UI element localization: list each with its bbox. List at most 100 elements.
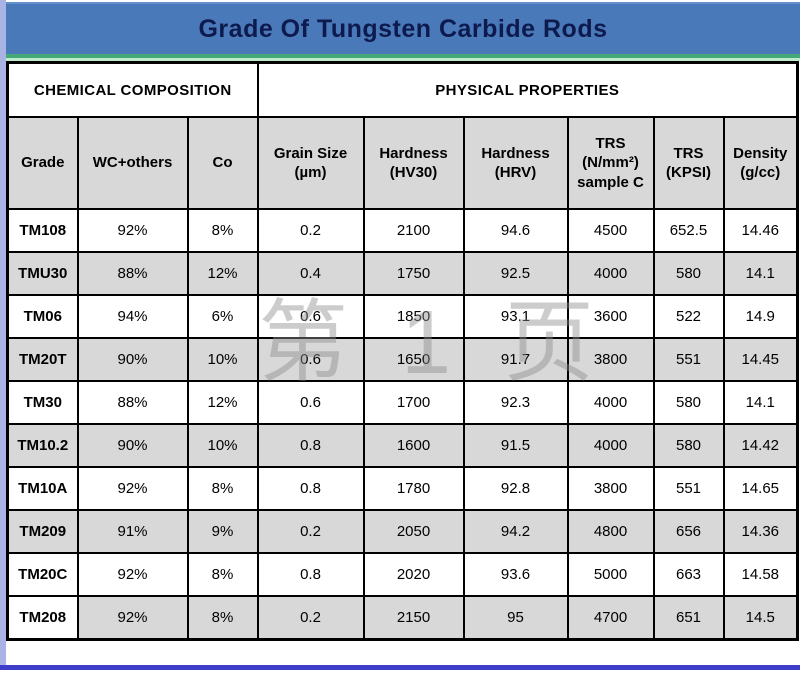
value-cell: 1750 — [362, 251, 465, 296]
table-body: TM108 92% 8% 0.2 2100 94.6 4500 652.5 14.46 TMU30… — [6, 208, 799, 641]
title-bar: Grade Of Tungsten Carbide Rods — [6, 2, 800, 54]
value-cell: 656 — [652, 509, 725, 554]
grade-cell: TM108 — [6, 208, 79, 253]
value-cell: 1600 — [362, 423, 465, 468]
value-cell: 0.8 — [256, 466, 365, 511]
value-cell: 14.1 — [722, 380, 799, 425]
title-underline-light — [6, 58, 800, 61]
value-cell: 3800 — [566, 337, 655, 382]
value-cell: 93.6 — [462, 552, 569, 597]
value-cell: 14.46 — [722, 208, 799, 253]
table-row: TM20C 92% 8% 0.8 2020 93.6 5000 663 14.58 — [6, 552, 799, 597]
col-header-grain-size: Grain Size (µm) — [256, 116, 365, 210]
grade-cell: TM10A — [6, 466, 79, 511]
value-cell: 92.5 — [462, 251, 569, 296]
table-row: TM10A 92% 8% 0.8 1780 92.8 3800 551 14.65 — [6, 466, 799, 511]
value-cell: 92.8 — [462, 466, 569, 511]
value-cell: 0.8 — [256, 423, 365, 468]
value-cell: 1650 — [362, 337, 465, 382]
value-cell: 92% — [76, 208, 189, 253]
column-header-row: Grade WC+others Co Grain Size (µm) Hardn… — [6, 116, 799, 210]
col-header-hardness-hrv: Hardness (HRV) — [462, 116, 569, 210]
value-cell: 1780 — [362, 466, 465, 511]
value-cell: 4500 — [566, 208, 655, 253]
col-header-density: Density (g/cc) — [722, 116, 799, 210]
section-chemical-composition: CHEMICAL COMPOSITION — [6, 61, 259, 118]
table-row: TM108 92% 8% 0.2 2100 94.6 4500 652.5 14.46 — [6, 208, 799, 253]
value-cell: 12% — [186, 380, 259, 425]
value-cell: 5000 — [566, 552, 655, 597]
grades-table: CHEMICAL COMPOSITION PHYSICAL PROPERTIES… — [6, 61, 800, 641]
value-cell: 2050 — [362, 509, 465, 554]
value-cell: 95 — [462, 595, 569, 641]
col-header-co: Co — [186, 116, 259, 210]
grades-table-wrapper: CHEMICAL COMPOSITION PHYSICAL PROPERTIES… — [6, 61, 800, 641]
value-cell: 91.5 — [462, 423, 569, 468]
value-cell: 551 — [652, 466, 725, 511]
value-cell: 90% — [76, 337, 189, 382]
value-cell: 4000 — [566, 251, 655, 296]
grade-cell: TM20C — [6, 552, 79, 597]
value-cell: 88% — [76, 251, 189, 296]
value-cell: 91.7 — [462, 337, 569, 382]
section-physical-properties: PHYSICAL PROPERTIES — [256, 61, 799, 118]
table-row: TM20T 90% 10% 0.6 1650 91.7 3800 551 14.45 — [6, 337, 799, 382]
value-cell: 4700 — [566, 595, 655, 641]
value-cell: 92.3 — [462, 380, 569, 425]
table-row: TM209 91% 9% 0.2 2050 94.2 4800 656 14.36 — [6, 509, 799, 554]
table-row: TMU30 88% 12% 0.4 1750 92.5 4000 580 14.1 — [6, 251, 799, 296]
value-cell: 14.58 — [722, 552, 799, 597]
col-header-hardness-hv30: Hardness (HV30) — [362, 116, 465, 210]
value-cell: 94.2 — [462, 509, 569, 554]
table-row: TM06 94% 6% 0.6 1850 93.1 3600 522 14.9 — [6, 294, 799, 339]
left-edge-strip — [0, 0, 6, 668]
value-cell: 14.42 — [722, 423, 799, 468]
bottom-edge-rule — [0, 665, 800, 670]
value-cell: 14.65 — [722, 466, 799, 511]
value-cell: 3600 — [566, 294, 655, 339]
value-cell: 14.45 — [722, 337, 799, 382]
grade-cell: TM06 — [6, 294, 79, 339]
value-cell: 580 — [652, 423, 725, 468]
value-cell: 0.4 — [256, 251, 365, 296]
value-cell: 652.5 — [652, 208, 725, 253]
value-cell: 92% — [76, 595, 189, 641]
table-row: TM30 88% 12% 0.6 1700 92.3 4000 580 14.1 — [6, 380, 799, 425]
grade-cell: TM30 — [6, 380, 79, 425]
value-cell: 0.2 — [256, 509, 365, 554]
value-cell: 6% — [186, 294, 259, 339]
value-cell: 14.36 — [722, 509, 799, 554]
table-row: TM10.2 90% 10% 0.8 1600 91.5 4000 580 14.42 — [6, 423, 799, 468]
grade-cell: TMU30 — [6, 251, 79, 296]
value-cell: 9% — [186, 509, 259, 554]
value-cell: 580 — [652, 380, 725, 425]
value-cell: 522 — [652, 294, 725, 339]
value-cell: 2100 — [362, 208, 465, 253]
value-cell: 12% — [186, 251, 259, 296]
value-cell: 92% — [76, 552, 189, 597]
value-cell: 93.1 — [462, 294, 569, 339]
value-cell: 4800 — [566, 509, 655, 554]
value-cell: 90% — [76, 423, 189, 468]
value-cell: 10% — [186, 337, 259, 382]
grade-cell: TM209 — [6, 509, 79, 554]
value-cell: 14.5 — [722, 595, 799, 641]
value-cell: 94% — [76, 294, 189, 339]
value-cell: 0.2 — [256, 595, 365, 641]
value-cell: 663 — [652, 552, 725, 597]
col-header-trs-kpsi: TRS (KPSI) — [652, 116, 725, 210]
value-cell: 0.2 — [256, 208, 365, 253]
value-cell: 91% — [76, 509, 189, 554]
col-header-trs-nmm2: TRS (N/mm²) sample C — [566, 116, 655, 210]
value-cell: 1700 — [362, 380, 465, 425]
section-header-row: CHEMICAL COMPOSITION PHYSICAL PROPERTIES — [6, 61, 799, 118]
title-underline — [6, 54, 800, 58]
value-cell: 651 — [652, 595, 725, 641]
grade-cell: TM208 — [6, 595, 79, 641]
value-cell: 1850 — [362, 294, 465, 339]
value-cell: 14.9 — [722, 294, 799, 339]
value-cell: 2150 — [362, 595, 465, 641]
value-cell: 14.1 — [722, 251, 799, 296]
page-title: Grade Of Tungsten Carbide Rods — [198, 14, 608, 43]
